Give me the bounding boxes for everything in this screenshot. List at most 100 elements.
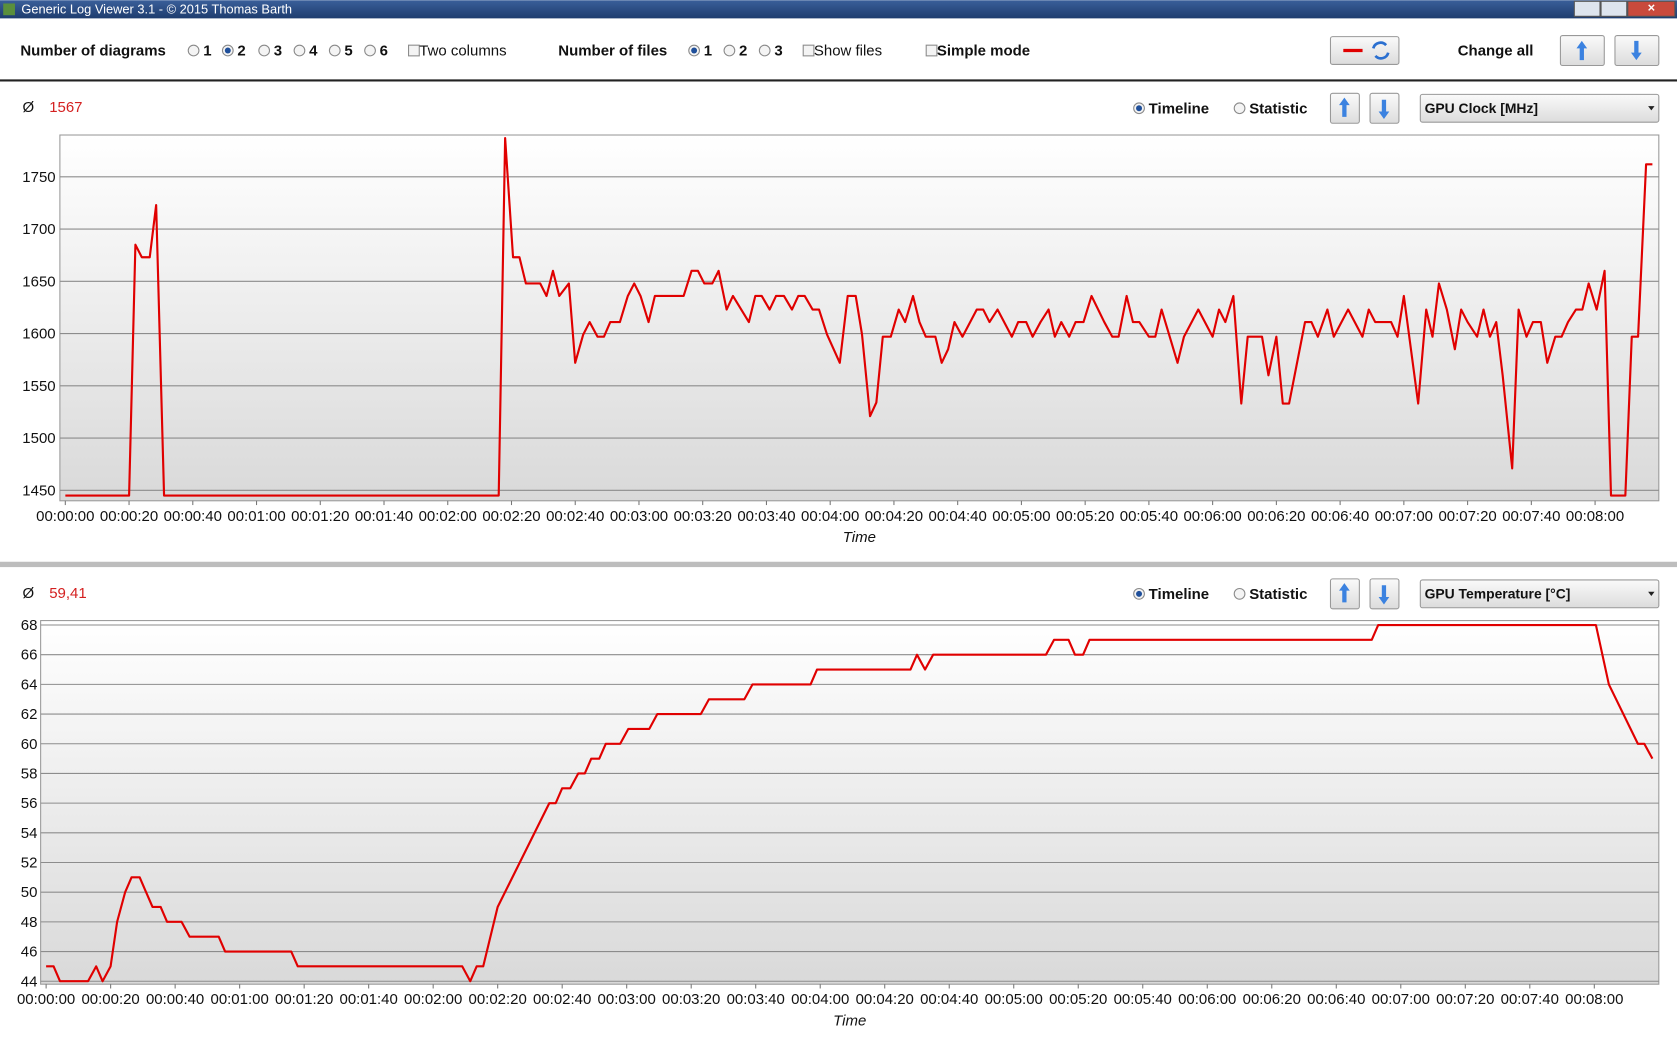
x-tick-label: 00:01:20	[291, 508, 349, 525]
x-tick-label: 00:02:40	[546, 508, 604, 525]
radio-button[interactable]	[723, 44, 736, 57]
radio-button[interactable]	[1233, 102, 1246, 115]
radio-button[interactable]	[758, 44, 771, 57]
x-tick-label: 00:07:00	[1372, 991, 1430, 1008]
y-tick-label: 1650	[22, 273, 55, 290]
y-tick-label: 60	[21, 736, 38, 753]
files-label: Number of files	[558, 43, 667, 60]
arrow-down-icon	[1631, 40, 1642, 61]
dropdown-arrow	[1648, 591, 1655, 596]
x-tick-label: 00:04:40	[929, 508, 987, 525]
x-tick-label: 00:04:20	[856, 991, 914, 1008]
checkbox[interactable]	[408, 44, 420, 57]
average-symbol: Ø	[22, 99, 34, 116]
y-tick-label: 52	[21, 855, 38, 872]
x-tick-label: 00:03:40	[727, 991, 785, 1008]
x-tick-label: 00:02:20	[482, 508, 540, 525]
radio-label: 4	[309, 43, 318, 60]
x-tick-label: 00:08:00	[1566, 508, 1624, 525]
close-button[interactable]	[1627, 0, 1676, 17]
radio-button[interactable]	[328, 44, 341, 57]
x-tick-label: 00:03:00	[598, 991, 656, 1008]
y-tick-label: 64	[21, 676, 38, 693]
x-tick-label: 00:04:00	[791, 991, 849, 1008]
checkbox-label: Two columns	[419, 43, 506, 60]
radio-dot	[1136, 105, 1143, 112]
content: Number of diagrams 1 2 3 4 5 6 Two columns Numbe…	[17, 43, 1660, 1030]
x-axis-label: Time	[843, 529, 876, 546]
radio-button[interactable]	[187, 44, 200, 57]
x-tick-label: 00:07:20	[1438, 508, 1496, 525]
dropdown-arrow	[1648, 106, 1655, 111]
radio-label: 3	[274, 43, 282, 60]
window-title: Generic Log Viewer 3.1 - © 2015 Thomas B…	[21, 1, 292, 16]
y-tick-label: 62	[21, 706, 38, 723]
arrow-up-icon	[1576, 40, 1588, 61]
y-tick-label: 48	[21, 914, 38, 931]
x-tick-label: 00:01:00	[227, 508, 285, 525]
y-tick-label: 46	[21, 944, 38, 961]
title-bar	[0, 0, 1677, 19]
x-tick-label: 00:00:00	[17, 991, 75, 1008]
arrow-up-icon	[1339, 583, 1350, 603]
x-tick-label: 00:07:00	[1375, 508, 1433, 525]
y-tick-label: 50	[21, 884, 38, 901]
y-tick-label: 54	[21, 825, 38, 842]
y-tick-label: 56	[21, 795, 38, 812]
radio-button[interactable]	[293, 44, 306, 57]
radio-label: 2	[739, 43, 747, 60]
x-tick-label: 00:04:20	[865, 508, 923, 525]
x-tick-label: 00:01:20	[275, 991, 333, 1008]
arrow-down-icon	[1378, 585, 1390, 605]
y-tick-label: 68	[21, 617, 38, 634]
x-tick-label: 00:03:20	[674, 508, 732, 525]
radio-label: 2	[237, 43, 245, 60]
x-tick-label: 00:00:40	[164, 508, 222, 525]
x-axis-label: Time	[833, 1013, 866, 1030]
radio-label: Statistic	[1249, 586, 1307, 603]
dropdown-value: GPU Clock [MHz]	[1425, 100, 1538, 116]
channel-dropdown[interactable]	[1419, 93, 1660, 123]
x-tick-label: 00:06:00	[1183, 508, 1241, 525]
x-tick-label: 00:03:40	[737, 508, 795, 525]
diagrams-label: Number of diagrams	[20, 43, 166, 60]
radio-dot	[691, 47, 698, 54]
checkbox[interactable]	[802, 44, 815, 57]
x-tick-label: 00:02:20	[469, 991, 527, 1008]
checkbox[interactable]	[925, 44, 938, 57]
x-tick-label: 00:00:20	[81, 991, 139, 1008]
radio-button[interactable]	[1233, 587, 1246, 600]
x-tick-label: 00:04:40	[920, 991, 978, 1008]
y-tick-label: 1700	[22, 221, 55, 238]
radio-button[interactable]	[258, 44, 271, 57]
radio-label: 6	[380, 43, 388, 60]
app-icon	[3, 3, 15, 16]
x-tick-label: 00:00:20	[100, 508, 158, 525]
checkbox-label: Show files	[814, 43, 882, 60]
average-value: 1567	[49, 99, 82, 116]
y-tick-label: 44	[21, 973, 38, 990]
x-tick-label: 00:06:20	[1243, 991, 1301, 1008]
radio-label: 1	[704, 43, 712, 60]
minimize-button[interactable]	[1573, 0, 1601, 17]
maximize-button[interactable]	[1600, 0, 1628, 17]
x-tick-label: 00:04:00	[801, 508, 859, 525]
radio-label: 3	[774, 43, 782, 60]
y-tick-label: 1500	[22, 430, 55, 447]
refresh-icon	[1371, 41, 1390, 60]
arrow-down-icon	[1378, 99, 1390, 119]
x-tick-label: 00:06:40	[1307, 991, 1365, 1008]
x-tick-label: 00:05:40	[1120, 508, 1178, 525]
radio-button[interactable]	[364, 44, 376, 57]
channel-dropdown[interactable]	[1419, 579, 1660, 609]
line-style-button[interactable]	[1329, 36, 1400, 65]
x-tick-label: 00:07:40	[1501, 991, 1559, 1008]
radio-label: Statistic	[1249, 100, 1307, 117]
x-tick-label: 00:06:40	[1311, 508, 1369, 525]
x-tick-label: 00:05:00	[992, 508, 1050, 525]
x-tick-label: 00:01:40	[355, 508, 413, 525]
y-tick-label: 1550	[22, 378, 55, 395]
x-tick-label: 00:06:00	[1178, 991, 1236, 1008]
